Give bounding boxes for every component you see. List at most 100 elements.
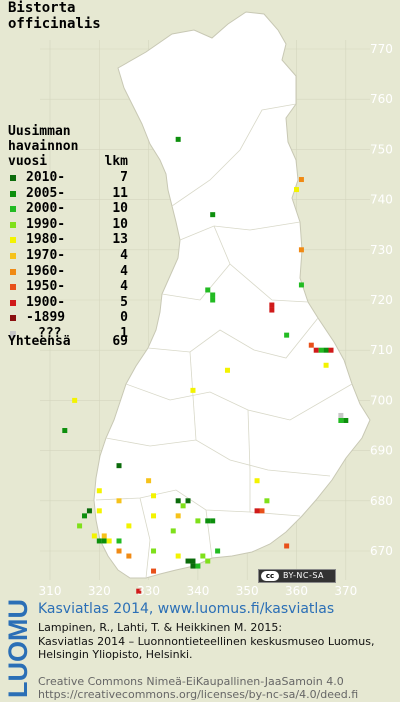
observation-square [151, 548, 157, 554]
observation-square [210, 212, 216, 218]
legend-label: 2010- [26, 170, 66, 185]
observation-square [96, 488, 102, 494]
legend-row: 1990- 10 [8, 217, 128, 233]
observation-square [62, 428, 68, 434]
observation-square [175, 498, 181, 504]
x-tick-label: 360 [285, 584, 308, 598]
total-label: Yhteensä [8, 334, 71, 349]
y-tick-label: 680 [370, 494, 393, 508]
observation-square [205, 558, 211, 564]
observation-square [91, 533, 97, 539]
legend-count: 7 [120, 170, 128, 185]
observation-square [77, 523, 83, 529]
observation-square [82, 513, 88, 519]
footer-title-link[interactable]: Kasviatlas 2014, www.luomus.fi/kasviatla… [38, 601, 335, 617]
y-tick-label: 700 [370, 393, 393, 407]
observation-square [126, 523, 132, 529]
x-tick-label: 310 [39, 584, 62, 598]
observation-square [294, 187, 299, 193]
legend-row: 1950- 4 [8, 279, 128, 295]
observation-square [185, 498, 191, 504]
legend-label: 1950- [26, 279, 66, 295]
legend-label: -1899 [26, 310, 66, 326]
footer: Kasviatlas 2014, www.luomus.fi/kasviatla… [38, 601, 374, 702]
observation-square [96, 538, 102, 544]
y-tick-label: 730 [370, 243, 393, 257]
y-tick-label: 740 [370, 193, 393, 207]
y-tick-label: 720 [370, 293, 393, 307]
x-axis-ticks: 310 320 330 340 350 360 370 [39, 584, 358, 598]
observation-square [190, 387, 196, 393]
observation-square [308, 342, 314, 348]
legend-count: 1 [120, 325, 128, 341]
observation-square [96, 508, 102, 514]
y-tick-label: 670 [370, 544, 393, 558]
y-axis-ticks: 770 760 750 740 730 720 710 700 690 680 670 [370, 42, 393, 558]
cc-license-badge[interactable]: cc BY-NC-SA [258, 569, 336, 583]
observation-square [190, 558, 196, 564]
observation-square [205, 518, 211, 524]
legend-count: 0 [120, 310, 128, 326]
observation-square [180, 503, 186, 509]
legend-swatch [10, 268, 16, 275]
finland-outline [93, 11, 371, 579]
x-tick-label: 370 [334, 584, 357, 598]
observation-square [298, 247, 304, 253]
observation-square [254, 478, 260, 484]
observation-square [195, 518, 201, 524]
legend-label: 2005- [26, 185, 66, 201]
observation-square [318, 347, 324, 353]
legend-label: 2000- [26, 201, 66, 217]
observation-square [254, 508, 260, 514]
observation-square [284, 543, 290, 549]
observation-square [264, 498, 270, 504]
observation-square [190, 563, 196, 569]
legend-count: 13 [112, 232, 128, 248]
legend-heading-line3: vuosi lkm [8, 154, 128, 169]
observation-square [323, 362, 329, 368]
observation-square [185, 558, 191, 564]
legend-swatch [10, 284, 16, 291]
legend-swatch [10, 190, 16, 197]
legend: 2010- 7 2005- 11 2000- 10 1990- 10 1980- 13 1970- 4… [8, 170, 128, 342]
legend-count: 4 [120, 263, 128, 279]
region-borders [95, 103, 353, 579]
observation-square [116, 548, 122, 554]
license-line-2[interactable]: https://creativecommons.org/licenses/by-… [38, 688, 359, 701]
observation-square [101, 533, 107, 539]
observation-square [101, 538, 107, 544]
observation-square [284, 332, 290, 338]
luomus-logo-text: LUOMUS [3, 600, 31, 698]
observation-square [328, 347, 334, 353]
observation-square [116, 498, 122, 504]
legend-row: 1980- 13 [8, 232, 128, 248]
observation-square [298, 282, 304, 288]
y-tick-label: 690 [370, 444, 393, 458]
legend-swatch [10, 221, 16, 228]
cc-badge-text: BY-NC-SA [283, 571, 325, 580]
legend-heading-line2: havainnon [8, 139, 79, 154]
observation-square [313, 347, 319, 353]
legend-heading-line1: Uusimman [8, 124, 71, 139]
observation-square [269, 302, 275, 308]
legend-label: 1900- [26, 294, 66, 310]
observation-square [210, 292, 216, 298]
observation-square [343, 417, 349, 423]
legend-row: 2000- 10 [8, 201, 128, 217]
observation-square [269, 307, 275, 313]
legend-total: Yhteensä 69 [8, 334, 128, 349]
legend-row: 1900- 5 [8, 295, 128, 311]
legend-swatch [10, 330, 16, 337]
legend-label: 1990- [26, 216, 66, 232]
observation-square [72, 397, 78, 403]
legend-row: ??? 1 [8, 326, 128, 342]
citation-line-2: Kasviatlas 2014 – Luonnontieteellinen ke… [38, 634, 375, 648]
observation-square [136, 588, 142, 594]
observation-square [170, 528, 176, 534]
y-tick-label: 750 [370, 142, 393, 156]
legend-swatch [10, 237, 16, 244]
observation-square [175, 136, 181, 142]
license-line-1: Creative Commons Nimeä-EiKaupallinen-Jaa… [38, 674, 344, 688]
